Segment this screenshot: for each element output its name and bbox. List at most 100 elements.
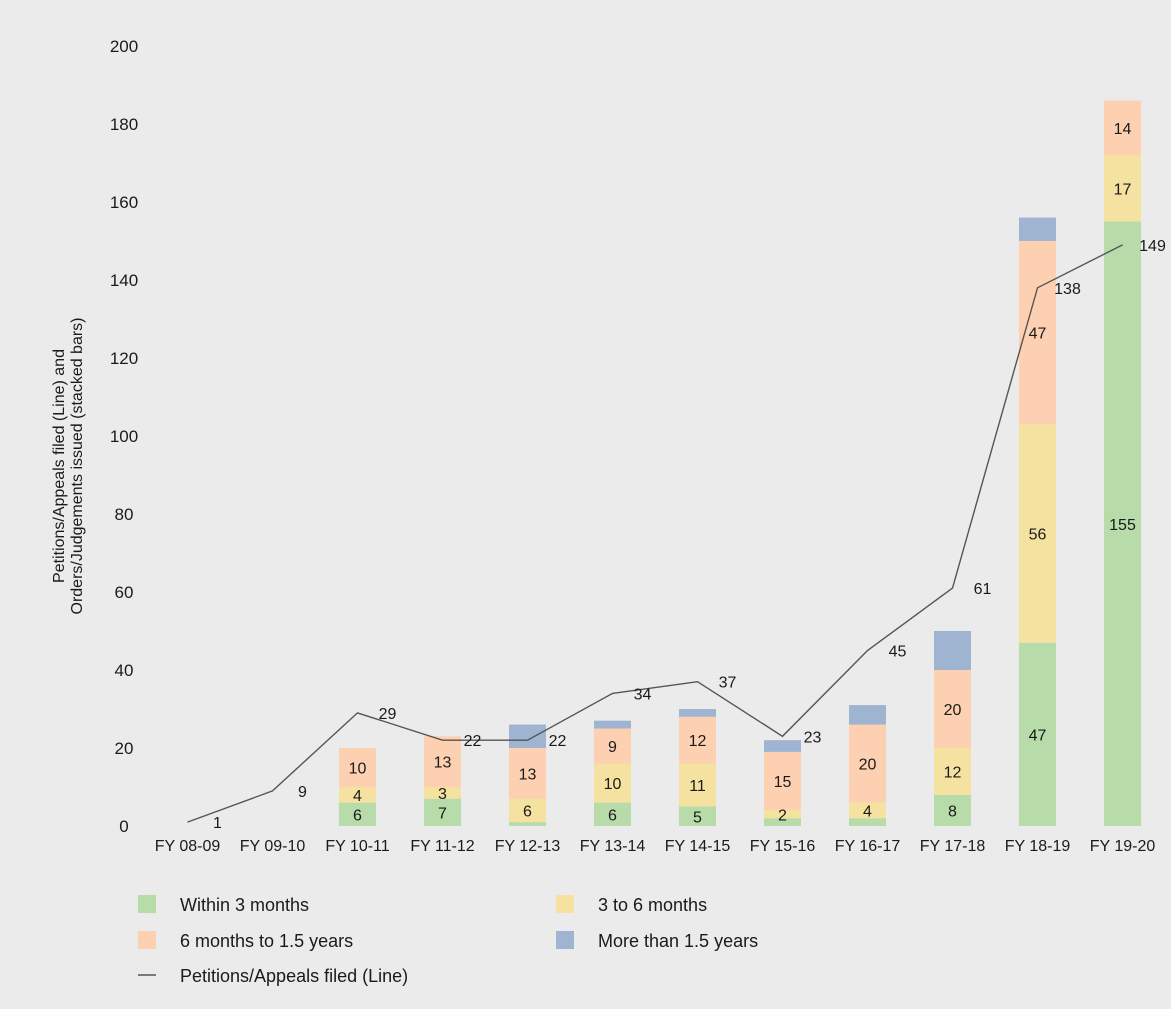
legend-item: 3 to 6 months bbox=[556, 895, 707, 915]
y-axis-title-line: Petitions/Appeals filed (Line) and bbox=[51, 349, 68, 583]
legend-label: 6 months to 1.5 years bbox=[180, 931, 353, 951]
bar-segment bbox=[934, 670, 971, 748]
bar-segment-label: 7 bbox=[438, 805, 447, 822]
bar-segment-label: 6 bbox=[608, 807, 617, 824]
bar-segment-label: 5 bbox=[693, 809, 702, 826]
legend-label: Within 3 months bbox=[180, 895, 309, 915]
bar-segment-label: 4 bbox=[863, 803, 872, 820]
bar-segment bbox=[679, 763, 716, 807]
bar-segment-label: 13 bbox=[434, 755, 452, 772]
legend-label: More than 1.5 years bbox=[598, 931, 758, 951]
line-point-label: 34 bbox=[634, 686, 652, 703]
bar-segment-label: 6 bbox=[523, 803, 532, 820]
line-point-label: 61 bbox=[974, 581, 992, 598]
y-tick-label: 120 bbox=[110, 349, 138, 368]
y-tick-label: 20 bbox=[115, 739, 134, 758]
bar-segment bbox=[509, 822, 546, 826]
bar-segment-label: 12 bbox=[944, 764, 962, 781]
line-point-label: 1 bbox=[213, 815, 222, 832]
bar-segment bbox=[509, 724, 546, 748]
legend-label: Petitions/Appeals filed (Line) bbox=[180, 966, 408, 986]
y-axis-ticks: 0 20 40 60 80 100 120 140 160 180 200 bbox=[110, 37, 138, 836]
x-tick-label: FY 17-18 bbox=[920, 838, 986, 855]
legend-swatch bbox=[138, 931, 156, 949]
bar-segment bbox=[934, 631, 971, 670]
bar-segment-label: 14 bbox=[1114, 121, 1132, 138]
bar-segment bbox=[934, 748, 971, 795]
line-point-label: 29 bbox=[379, 706, 397, 723]
x-tick-label: FY 13-14 bbox=[580, 838, 646, 855]
bar-segment bbox=[764, 818, 801, 826]
bar-segment bbox=[1104, 100, 1141, 156]
y-tick-label: 60 bbox=[115, 583, 134, 602]
bar-segment bbox=[339, 802, 376, 826]
x-tick-label: FY 11-12 bbox=[410, 838, 474, 855]
bar-segment bbox=[764, 751, 801, 811]
legend: Within 3 months 3 to 6 months 6 months to … bbox=[138, 895, 758, 986]
bar-segment-label: 13 bbox=[519, 766, 537, 783]
x-tick-label: FY 14-15 bbox=[665, 838, 731, 855]
bar-segment bbox=[594, 728, 631, 764]
bar-segment-label: 47 bbox=[1029, 326, 1047, 343]
bar-segment-label: 9 bbox=[608, 739, 617, 756]
bar-segment bbox=[1019, 424, 1056, 643]
bar-segment bbox=[849, 818, 886, 826]
line-point-label: 22 bbox=[464, 733, 482, 750]
legend-swatch bbox=[556, 895, 574, 913]
bar-segment bbox=[339, 748, 376, 787]
line-point-label: 149 bbox=[1139, 238, 1166, 255]
bar-segment bbox=[594, 763, 631, 803]
bar-segment-label: 6 bbox=[353, 807, 362, 824]
bar-segment bbox=[424, 736, 461, 787]
y-axis-title: Petitions/Appeals filed (Line) and Orders… bbox=[51, 317, 86, 614]
bar-segment-label: 47 bbox=[1029, 727, 1047, 744]
bar-segment bbox=[679, 806, 716, 826]
bar-segment bbox=[764, 810, 801, 819]
legend-item: 6 months to 1.5 years bbox=[138, 931, 353, 951]
bar-segment bbox=[679, 709, 716, 717]
legend-item: Within 3 months bbox=[138, 895, 309, 915]
legend-label: 3 to 6 months bbox=[598, 895, 707, 915]
x-tick-label: FY 16-17 bbox=[835, 838, 901, 855]
y-tick-label: 200 bbox=[110, 37, 138, 56]
legend-item: More than 1.5 years bbox=[556, 931, 758, 951]
bar-segment-label: 11 bbox=[689, 778, 706, 795]
x-axis-ticks: FY 08-09 FY 09-10 FY 10-11 FY 11-12 FY 12-13… bbox=[155, 838, 1156, 855]
x-tick-label: FY 08-09 bbox=[155, 838, 221, 855]
bar-segment bbox=[764, 740, 801, 752]
x-tick-label: FY 19-20 bbox=[1090, 838, 1156, 855]
bar-segment bbox=[424, 798, 461, 826]
bar-segment-label: 20 bbox=[944, 702, 962, 719]
bar-segment bbox=[509, 748, 546, 799]
bar-segment-label: 2 bbox=[778, 807, 787, 824]
x-tick-label: FY 15-16 bbox=[750, 838, 816, 855]
bar-segment bbox=[594, 720, 631, 729]
bar-segments: 6 4 10 7 3 13 6 13 6 10 9 5 11 12 2 15 4 20 8 12 20 47 56 47 155… bbox=[339, 100, 1141, 826]
x-tick-label: FY 12-13 bbox=[495, 838, 561, 855]
bar-segment bbox=[679, 716, 716, 764]
bar-segment bbox=[1104, 221, 1141, 826]
line-point-label: 45 bbox=[889, 644, 907, 661]
bar-segment bbox=[849, 802, 886, 819]
legend-swatch bbox=[138, 895, 156, 913]
line-point-label: 138 bbox=[1054, 281, 1081, 298]
legend-item: Petitions/Appeals filed (Line) bbox=[138, 966, 408, 986]
y-axis-title-line: Orders/Judgements issued (stacked bars) bbox=[69, 317, 86, 614]
bar-segment-label: 12 bbox=[689, 733, 707, 750]
bar-segment-label: 10 bbox=[604, 776, 622, 793]
line-point-label: 23 bbox=[804, 729, 822, 746]
line-point-label: 37 bbox=[719, 675, 737, 692]
x-tick-label: FY 10-11 bbox=[325, 838, 389, 855]
bar-segment bbox=[849, 724, 886, 803]
x-tick-label: FY 09-10 bbox=[240, 838, 306, 855]
y-tick-label: 100 bbox=[110, 427, 138, 446]
bar-segment-label: 8 bbox=[948, 803, 957, 820]
x-tick-label: FY 18-19 bbox=[1005, 838, 1071, 855]
bar-segment bbox=[424, 787, 461, 799]
bar-segment-label: 15 bbox=[774, 774, 792, 791]
bar-segment bbox=[594, 802, 631, 826]
y-tick-label: 160 bbox=[110, 193, 138, 212]
line-path bbox=[187, 244, 1123, 823]
